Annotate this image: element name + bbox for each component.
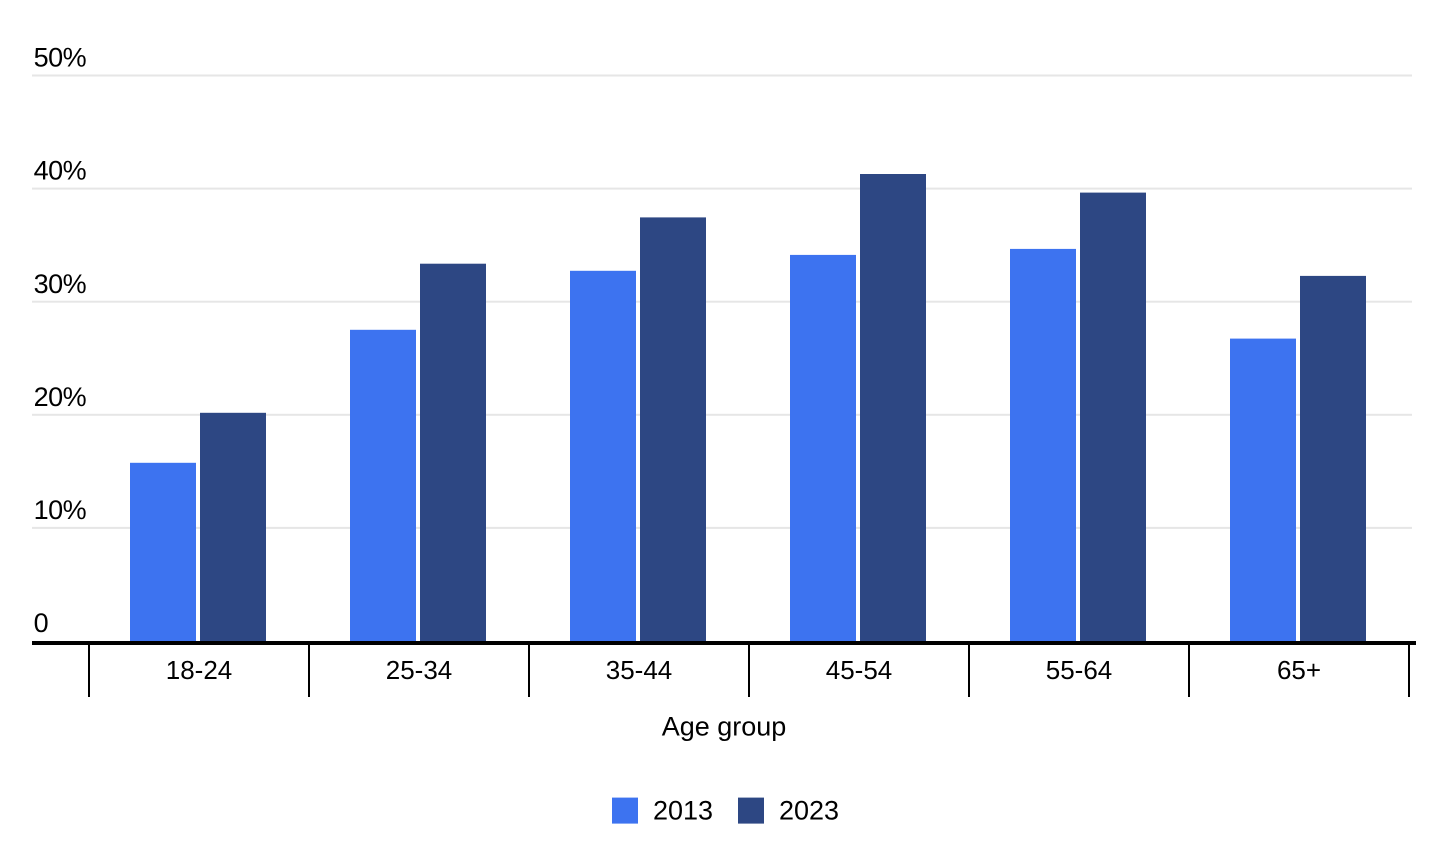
svg-text:0: 0	[34, 608, 49, 638]
svg-text:40%: 40%	[34, 156, 87, 186]
svg-text:30%: 30%	[34, 269, 87, 299]
svg-text:Age group: Age group	[662, 712, 787, 742]
svg-text:35-44: 35-44	[606, 655, 673, 685]
svg-text:2013: 2013	[653, 796, 713, 826]
svg-text:45-54: 45-54	[826, 655, 893, 685]
svg-text:25-34: 25-34	[386, 655, 453, 685]
svg-text:50%: 50%	[34, 43, 87, 73]
svg-text:65+: 65+	[1277, 655, 1321, 685]
svg-text:20%: 20%	[34, 382, 87, 412]
svg-text:10%: 10%	[34, 495, 87, 525]
svg-text:55-64: 55-64	[1046, 655, 1113, 685]
svg-text:2023: 2023	[779, 796, 839, 826]
svg-text:18-24: 18-24	[166, 655, 233, 685]
